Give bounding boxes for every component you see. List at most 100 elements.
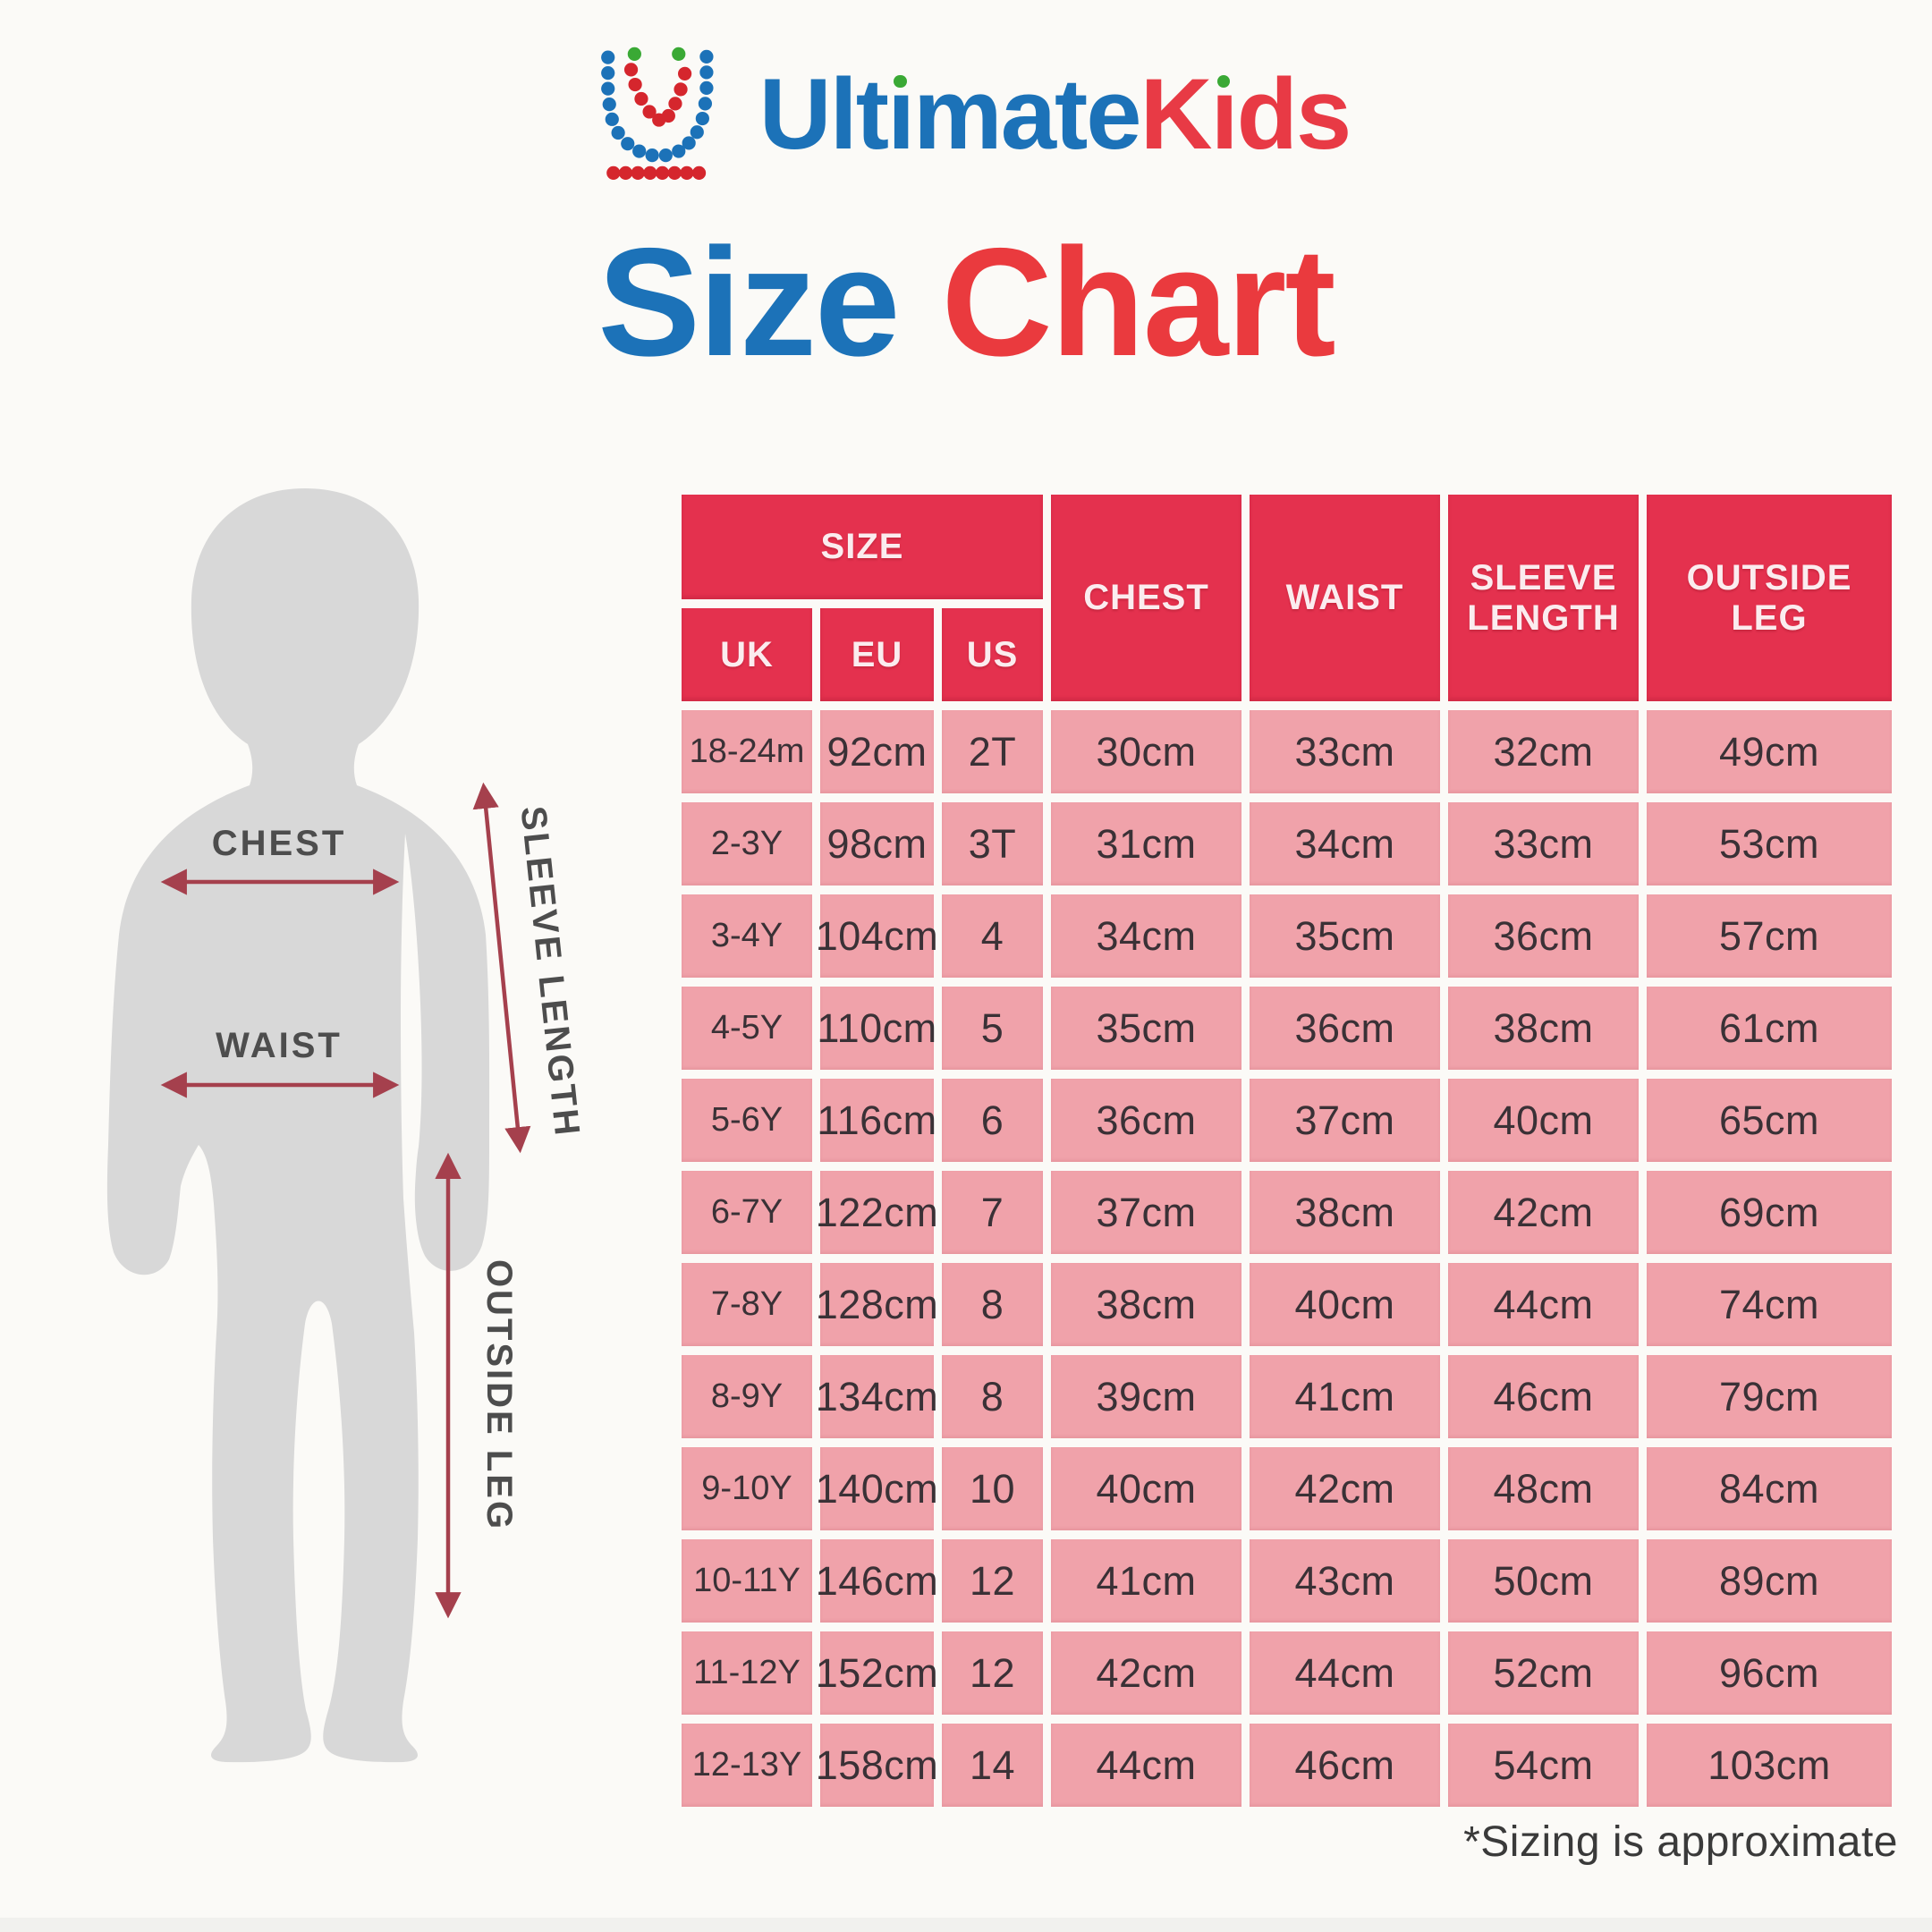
cell-sleeve-length: 46cm	[1448, 1355, 1639, 1438]
cell-uk: 11-12Y	[682, 1631, 812, 1715]
cell-eu: 140cm	[816, 1447, 938, 1530]
cell-chest: 38cm	[1051, 1263, 1241, 1346]
cell-chest: 40cm	[1051, 1447, 1241, 1530]
cell-sleeve-length: 38cm	[1448, 987, 1639, 1070]
ultimatekids-logo-icon	[600, 47, 714, 180]
cell-eu: 98cm	[820, 802, 934, 886]
cell-uk: 18-24m	[682, 710, 812, 793]
cell-eu: 110cm	[817, 987, 936, 1070]
cell-waist: 44cm	[1250, 1631, 1440, 1715]
outside-leg-label: OUTSIDE LEG	[479, 1259, 519, 1531]
cell-chest: 41cm	[1051, 1539, 1241, 1623]
header-chest: CHEST	[1051, 495, 1241, 701]
cell-outside-leg: 69cm	[1647, 1171, 1892, 1254]
cell-eu: 122cm	[816, 1171, 938, 1254]
cell-waist: 33cm	[1250, 710, 1440, 793]
cell-eu: 104cm	[816, 894, 938, 978]
size-table-row: 4-5Y 110cm 5 35cm 36cm 38cm 61cm	[682, 987, 1892, 1070]
cell-eu: 146cm	[816, 1539, 938, 1623]
cell-outside-leg: 79cm	[1647, 1355, 1892, 1438]
size-table-row: 18-24m 92cm 2T 30cm 33cm 32cm 49cm	[682, 710, 1892, 793]
cell-waist: 46cm	[1250, 1724, 1440, 1807]
cell-us: 5	[942, 987, 1043, 1070]
cell-chest: 39cm	[1051, 1355, 1241, 1438]
cell-us: 10	[942, 1447, 1043, 1530]
page-title-size: Size	[597, 216, 900, 388]
brand-header: Ultı mateKı ds	[0, 47, 1932, 182]
cell-outside-leg: 74cm	[1647, 1263, 1892, 1346]
cell-us: 8	[942, 1263, 1043, 1346]
bottom-strip	[0, 1918, 1932, 1932]
cell-us: 8	[942, 1355, 1043, 1438]
header-eu: EU	[820, 608, 934, 701]
brand-wordmark-ultimate: Ultı mate	[758, 58, 1142, 170]
cell-sleeve-length: 54cm	[1448, 1724, 1639, 1807]
cell-eu: 158cm	[816, 1724, 938, 1807]
cell-outside-leg: 89cm	[1647, 1539, 1892, 1623]
cell-waist: 34cm	[1250, 802, 1440, 886]
cell-chest: 30cm	[1051, 710, 1241, 793]
cell-sleeve-length: 32cm	[1448, 710, 1639, 793]
size-table-row: 12-13Y 158cm 14 44cm 46cm 54cm 103cm	[682, 1724, 1892, 1807]
header-waist: WAIST	[1250, 495, 1440, 701]
cell-uk: 3-4Y	[682, 894, 812, 978]
size-table-row: 11-12Y 152cm 12 42cm 44cm 52cm 96cm	[682, 1631, 1892, 1715]
child-silhouette	[106, 488, 490, 1763]
size-table-row: 3-4Y 104cm 4 34cm 35cm 36cm 57cm	[682, 894, 1892, 978]
cell-uk: 9-10Y	[682, 1447, 812, 1530]
waist-label: WAIST	[216, 1026, 343, 1065]
header-outside-leg: OUTSIDE LEG	[1647, 495, 1892, 701]
cell-sleeve-length: 42cm	[1448, 1171, 1639, 1254]
cell-waist: 35cm	[1250, 894, 1440, 978]
cell-waist: 38cm	[1250, 1171, 1440, 1254]
header-sleeve-length: SLEEVE LENGTH	[1448, 495, 1639, 701]
cell-chest: 31cm	[1051, 802, 1241, 886]
page-title: Size Chart	[0, 225, 1932, 379]
size-table-body: 18-24m 92cm 2T 30cm 33cm 32cm 49cm 2-3Y …	[682, 710, 1892, 1807]
cell-sleeve-length: 48cm	[1448, 1447, 1639, 1530]
cell-eu: 152cm	[816, 1631, 938, 1715]
sleeve-length-arrow	[472, 782, 531, 1154]
size-table-row: 2-3Y 98cm 3T 31cm 34cm 33cm 53cm	[682, 802, 1892, 886]
size-table: SIZE CHEST WAIST SLEEVE LENGTH OUTSIDE L…	[682, 495, 1892, 1816]
cell-eu: 92cm	[820, 710, 934, 793]
cell-outside-leg: 103cm	[1647, 1724, 1892, 1807]
cell-chest: 42cm	[1051, 1631, 1241, 1715]
cell-waist: 41cm	[1250, 1355, 1440, 1438]
cell-chest: 37cm	[1051, 1171, 1241, 1254]
size-table-row: 5-6Y 116cm 6 36cm 37cm 40cm 65cm	[682, 1079, 1892, 1162]
cell-us: 7	[942, 1171, 1043, 1254]
cell-outside-leg: 53cm	[1647, 802, 1892, 886]
cell-uk: 6-7Y	[682, 1171, 812, 1254]
size-table-row: 8-9Y 134cm 8 39cm 41cm 46cm 79cm	[682, 1355, 1892, 1438]
measurement-figure: CHEST WAIST SLEEVE LENGTH OUTSIDE LEG	[85, 483, 644, 1789]
cell-us: 14	[942, 1724, 1043, 1807]
cell-us: 3T	[942, 802, 1043, 886]
cell-uk: 12-13Y	[682, 1724, 812, 1807]
cell-uk: 8-9Y	[682, 1355, 812, 1438]
child-silhouette-diagram: CHEST WAIST SLEEVE LENGTH OUTSIDE LEG	[106, 488, 587, 1763]
header-uk: UK	[682, 608, 812, 701]
cell-waist: 43cm	[1250, 1539, 1440, 1623]
cell-waist: 36cm	[1250, 987, 1440, 1070]
cell-us: 6	[942, 1079, 1043, 1162]
cell-eu: 128cm	[816, 1263, 938, 1346]
size-table-row: 10-11Y 146cm 12 41cm 43cm 50cm 89cm	[682, 1539, 1892, 1623]
cell-outside-leg: 65cm	[1647, 1079, 1892, 1162]
brand-wordmark-kids: Kı ds	[1140, 58, 1352, 170]
page-title-chart: Chart	[941, 216, 1336, 388]
cell-eu: 134cm	[816, 1355, 938, 1438]
cell-chest: 34cm	[1051, 894, 1241, 978]
cell-uk: 2-3Y	[682, 802, 812, 886]
cell-sleeve-length: 36cm	[1448, 894, 1639, 978]
cell-chest: 35cm	[1051, 987, 1241, 1070]
cell-sleeve-length: 40cm	[1448, 1079, 1639, 1162]
cell-waist: 37cm	[1250, 1079, 1440, 1162]
brand-wordmark: Ultı mateKı ds	[759, 64, 1352, 165]
size-table-row: 7-8Y 128cm 8 38cm 40cm 44cm 74cm	[682, 1263, 1892, 1346]
cell-uk: 5-6Y	[682, 1079, 812, 1162]
cell-chest: 36cm	[1051, 1079, 1241, 1162]
header-us: US	[942, 608, 1043, 701]
cell-uk: 7-8Y	[682, 1263, 812, 1346]
